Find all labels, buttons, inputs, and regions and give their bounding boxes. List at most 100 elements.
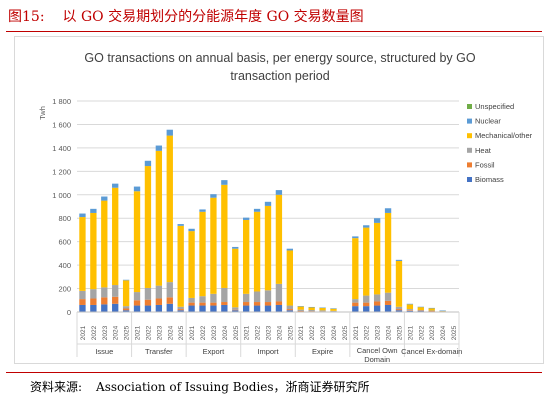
x-tick-label: 2024 <box>276 325 283 340</box>
bar-segment-nuclear <box>210 194 217 198</box>
chart-frame: GO transactions on annual basis, per ene… <box>14 36 544 364</box>
bar-segment-mechanical-other <box>155 150 163 286</box>
bar-segment-mechanical-other <box>352 238 359 300</box>
x-tick-label: 2022 <box>200 325 207 340</box>
bar-segment-mechanical-other <box>308 307 315 311</box>
bar-segment-heat <box>406 309 414 311</box>
figure-header: 图15: 以 GO 交易期划分的分能源年度 GO 交易数量图 <box>8 4 540 30</box>
bar-segment-mechanical-other <box>373 222 381 295</box>
bar-segment-heat <box>177 306 184 310</box>
bar-segment-nuclear <box>352 236 359 239</box>
x-tick-label: 2023 <box>429 325 436 340</box>
bar-segment-nuclear <box>439 310 446 311</box>
bar-segment-biomass <box>144 305 152 312</box>
y-tick-label: 1 800 <box>52 97 71 106</box>
bar-segment-heat <box>264 290 272 303</box>
bar-segment-biomass <box>243 305 250 312</box>
x-tick-label: 2023 <box>211 325 218 340</box>
x-tick-label: 2025 <box>451 325 458 340</box>
bar-segment-nuclear <box>308 306 315 308</box>
x-tick-label: 2023 <box>375 325 382 340</box>
bar-segment-nuclear <box>101 196 108 201</box>
x-tick-label: 2023 <box>266 325 273 340</box>
bar-segment-biomass <box>188 305 195 312</box>
bar-segment-biomass <box>253 305 261 312</box>
bar-segment-nuclear <box>221 180 228 185</box>
bar-segment-nuclear <box>144 160 152 167</box>
x-tick-label: 2022 <box>309 325 316 340</box>
bar-segment-fossil <box>155 298 163 305</box>
bar-segment-fossil <box>373 301 381 306</box>
bar-segment-heat <box>155 285 163 299</box>
y-tick-label: 1 000 <box>52 191 71 200</box>
bar-segment-mechanical-other <box>232 248 239 308</box>
x-tick-label: 2025 <box>124 325 131 340</box>
bar-segment-biomass <box>166 303 173 312</box>
bar-segment-fossil <box>406 310 414 311</box>
bar-segment-nuclear <box>232 246 239 249</box>
bar-segment-heat <box>297 309 304 312</box>
bar-segment-nuclear <box>406 303 414 305</box>
bar-segment-nuclear <box>133 186 141 192</box>
bar-segment-mechanical-other <box>122 280 130 307</box>
x-tick-label: 2025 <box>233 325 240 340</box>
bar-segment-biomass <box>352 306 359 312</box>
bar-segment-mechanical-other <box>428 308 435 311</box>
chart-title-line-1: GO transactions on annual basis, per ene… <box>84 51 476 65</box>
header-divider <box>6 31 542 32</box>
bar-segment-nuclear <box>428 307 435 309</box>
bar-segment-fossil <box>395 309 403 311</box>
legend-label: Biomass <box>475 175 504 184</box>
bar-segment-mechanical-other <box>90 212 97 290</box>
bar-segment-biomass <box>79 304 86 312</box>
bar-segment-nuclear <box>286 248 293 251</box>
bar-segment-fossil <box>428 311 435 312</box>
x-tick-label: 2023 <box>320 325 327 340</box>
legend-swatch-mechanical-other <box>467 133 472 139</box>
bar-segment-mechanical-other <box>133 191 141 293</box>
bar-segment-biomass <box>210 305 217 312</box>
bar-segment-fossil <box>253 302 261 306</box>
y-axis-label: Twh <box>38 106 47 120</box>
bar-segment-biomass <box>363 306 370 312</box>
bar-segment-fossil <box>286 309 293 311</box>
x-tick-label: 2024 <box>440 325 447 340</box>
bar-segment-heat <box>330 310 337 312</box>
source-label: 资料来源: <box>30 380 83 394</box>
bar-segment-fossil <box>112 296 119 304</box>
legend-swatch-unspecified <box>467 104 472 109</box>
bar-segment-fossil <box>417 310 424 312</box>
bar-segment-heat <box>122 306 130 309</box>
bar-segment-nuclear <box>384 208 392 213</box>
x-tick-label: 2021 <box>189 325 196 340</box>
bar-segment-fossil <box>308 311 315 312</box>
y-tick-label: 400 <box>58 261 71 270</box>
bar-segment-nuclear <box>297 306 304 307</box>
bar-segment-heat <box>243 293 250 303</box>
x-tick-label: 2021 <box>407 325 414 340</box>
bar-segment-heat <box>308 310 315 312</box>
source-note: 资料来源: Association of Issuing Bodies，浙商证券研… <box>30 378 370 395</box>
figure-title: 以 GO 交易期划分的分能源年度 GO 交易数量图 <box>62 9 364 25</box>
x-tick-label: 2024 <box>113 325 120 340</box>
bar-segment-heat <box>363 295 370 303</box>
bar-segment-fossil <box>297 311 304 312</box>
bar-segment-nuclear <box>199 209 206 212</box>
group-label: Expire <box>312 347 333 356</box>
bar-segment-heat <box>210 293 217 303</box>
x-tick-label: 2024 <box>386 325 393 340</box>
x-tick-label: 2022 <box>418 325 425 340</box>
bar-segment-mechanical-other <box>112 187 119 286</box>
bar-segment-biomass <box>373 305 381 312</box>
bar-segment-biomass <box>101 304 108 312</box>
chart-title-line-2: transaction period <box>230 69 330 83</box>
x-tick-label: 2025 <box>178 325 185 340</box>
bar-segment-nuclear <box>177 224 184 226</box>
bar-segment-biomass <box>122 310 130 312</box>
y-tick-label: 0 <box>67 308 71 317</box>
y-tick-label: 1 200 <box>52 167 71 176</box>
bar-segment-nuclear <box>253 208 261 212</box>
bar-segment-fossil <box>275 301 283 305</box>
bar-segment-nuclear <box>188 228 195 232</box>
x-tick-label: 2025 <box>396 325 403 340</box>
